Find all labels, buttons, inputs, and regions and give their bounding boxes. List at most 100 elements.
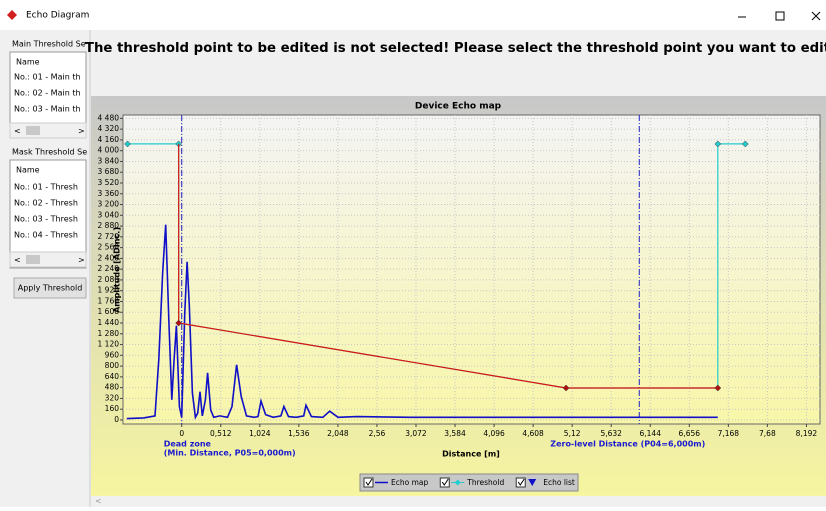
y-tick-label: 2 720	[98, 232, 120, 241]
y-tick-label: 2 400	[98, 253, 120, 262]
left-panel: Main Threshold Se Name < > Mask Threshol…	[9, 40, 87, 299]
scrollbar[interactable]	[9, 122, 87, 139]
y-tick-label: 4 480	[98, 113, 120, 122]
list-header: Name	[16, 166, 40, 175]
y-tick-label: 1 280	[98, 329, 120, 338]
list-item: No.: 02 - Thresh	[14, 199, 78, 208]
legend-label: Echo list	[543, 478, 575, 487]
y-tick-label: 4 160	[98, 135, 120, 144]
legend-check	[365, 478, 373, 486]
legend-label: Echo map	[391, 478, 428, 487]
x-tick-label: 2,56	[369, 429, 386, 438]
group-label: Main Threshold Se	[12, 40, 86, 49]
x-tick-label: 3,584	[444, 429, 466, 438]
y-tick-label: 1 120	[98, 340, 120, 349]
y-tick-label: 2 240	[98, 264, 120, 273]
x-tick-label: 2,048	[327, 429, 349, 438]
list-item: No.: 02 - Main th	[14, 89, 81, 98]
window-title: Echo Diagram	[26, 11, 89, 21]
x-tick-label: 1,536	[288, 429, 310, 438]
title-bar	[0, 0, 826, 30]
y-tick-label: 3 040	[98, 210, 120, 219]
y-tick-label: 800	[105, 361, 120, 370]
series-line	[126, 224, 718, 420]
chart-title: Device Echo map	[415, 102, 502, 112]
group-label: Mask Threshold Se	[12, 148, 87, 157]
y-tick-label: 2 080	[98, 275, 120, 284]
threshold-point	[714, 140, 722, 148]
y-tick-label: 1 760	[98, 296, 120, 305]
x-tick-label: 6,144	[640, 429, 662, 438]
legend-checkbox[interactable]	[515, 477, 526, 488]
y-tick-label: 0	[114, 415, 119, 424]
annotation: Dead zone	[164, 440, 212, 449]
main-threshold-point	[562, 384, 570, 392]
app-icon	[7, 10, 17, 20]
close-button[interactable]	[811, 11, 821, 21]
x-tick-label: 8,192	[796, 429, 818, 438]
y-tick-label: 3 360	[98, 189, 120, 198]
x-tick-label: 5,12	[564, 429, 581, 438]
x-axis-label: Distance [m]	[442, 450, 500, 459]
x-tick-label: 7,168	[718, 429, 740, 438]
legend-check	[441, 478, 449, 486]
y-tick-label: 2 560	[98, 243, 120, 252]
y-tick-label: 3 840	[98, 156, 120, 165]
x-tick-label: 1,024	[249, 429, 271, 438]
x-tick-label: 4,608	[522, 429, 544, 438]
y-tick-label: 4 000	[98, 146, 120, 155]
h-scrollbar[interactable]	[91, 496, 826, 507]
main-threshold-line	[178, 143, 718, 389]
y-tick-label: 1 440	[98, 318, 120, 327]
apply-button[interactable]	[13, 277, 87, 299]
listbox[interactable]	[9, 159, 87, 269]
y-tick-label: 3 680	[98, 167, 120, 176]
scroll-right[interactable]: >	[78, 127, 85, 136]
scroll-right[interactable]: >	[78, 256, 85, 265]
x-tick-label: 0,512	[210, 429, 232, 438]
scrollbar[interactable]	[9, 251, 87, 268]
apply-button-label[interactable]: Apply Threshold	[18, 284, 83, 293]
legend-swatch	[528, 479, 537, 486]
x-tick-label: 4,096	[483, 429, 505, 438]
list-item: No.: 01 - Main th	[14, 73, 81, 82]
y-tick-label: 3 200	[98, 200, 120, 209]
y-tick-label: 320	[105, 393, 120, 402]
y-tick-label: 2 880	[98, 221, 120, 230]
list-item: No.: 03 - Main th	[14, 105, 81, 114]
legend-checkbox[interactable]	[363, 477, 374, 488]
y-tick-label: 960	[105, 350, 120, 359]
list-item: No.: 03 - Thresh	[14, 215, 78, 224]
y-tick-label: 160	[105, 404, 120, 413]
main-threshold-point	[175, 319, 183, 327]
y-tick-label: 1 920	[98, 286, 120, 295]
annotation: (Min. Distance, P05=0,000m)	[164, 449, 296, 458]
y-tick-label: 3 520	[98, 178, 120, 187]
scroll-thumb[interactable]	[26, 126, 40, 135]
message: The threshold point to be edited is not …	[85, 41, 826, 56]
scroll-left[interactable]: <	[14, 127, 21, 136]
x-tick-label: 3,072	[405, 429, 427, 438]
x-tick-label: 6,656	[679, 429, 701, 438]
list-item: No.: 04 - Thresh	[14, 231, 78, 240]
y-tick-label: 1 600	[98, 307, 120, 316]
scroll-left[interactable]: <	[14, 256, 21, 265]
y-tick-label: 640	[105, 372, 120, 381]
threshold-point	[124, 140, 131, 148]
x-tick-label: 0	[179, 429, 184, 438]
scroll-left[interactable]: <	[95, 497, 102, 506]
main-threshold-point	[714, 384, 722, 392]
y-axis-label: Amplitude [ADInc.]	[113, 227, 122, 313]
legend-swatch	[454, 479, 461, 486]
legend-checkbox[interactable]	[439, 477, 450, 488]
legend-check	[517, 478, 525, 486]
x-tick-label: 5,632	[600, 429, 622, 438]
legend-label: Threshold	[466, 478, 504, 487]
maximize-button[interactable]	[775, 11, 785, 21]
list-header: Name	[16, 58, 40, 67]
scroll-thumb[interactable]	[26, 255, 40, 264]
y-tick-label: 4 320	[98, 124, 120, 133]
threshold-point	[741, 140, 749, 148]
